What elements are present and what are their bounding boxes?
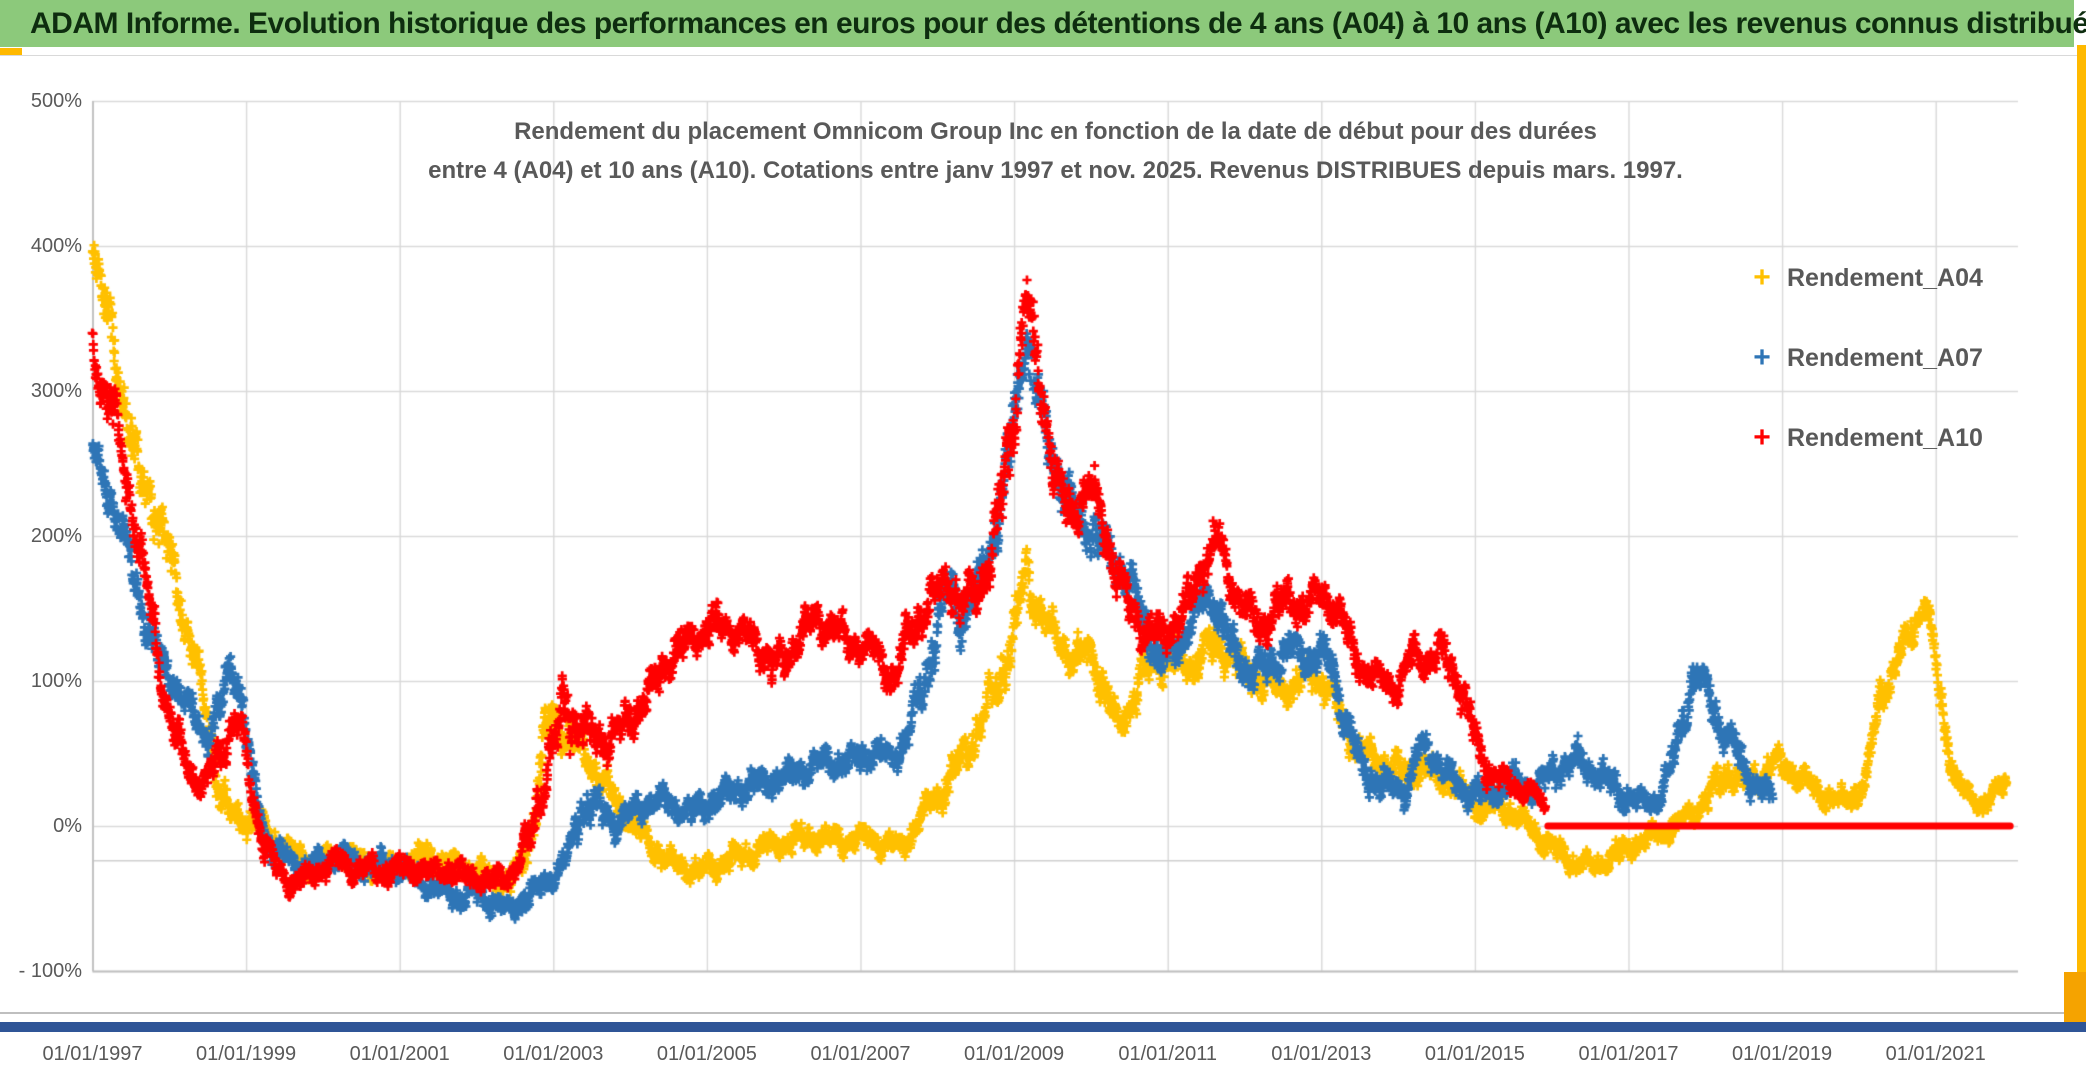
legend-plus-marker-icon: + xyxy=(1753,261,1771,294)
x-tick-label: 01/01/1999 xyxy=(196,1043,297,1065)
x-tick-label: 01/01/2005 xyxy=(656,1043,757,1065)
x-tick-label: 01/01/2013 xyxy=(1271,1043,1372,1065)
scatter-plot-canvas[interactable] xyxy=(0,56,2077,1015)
x-tick-label: 01/01/2015 xyxy=(1424,1043,1525,1065)
legend-item-rendement_a04[interactable]: + Rendement_A04 xyxy=(1745,238,2075,318)
chart-title-line1: Rendement du placement Omnicom Group Inc… xyxy=(514,118,1597,145)
accent-strip-right xyxy=(2077,45,2086,1032)
legend-item-rendement_a07[interactable]: + Rendement_A07 xyxy=(1745,318,2075,398)
y-tick-label: 400% xyxy=(30,235,82,257)
y-tick-label: 300% xyxy=(30,380,82,402)
legend-item-rendement_a10[interactable]: + Rendement_A10 xyxy=(1745,398,2075,478)
legend-plus-marker-icon: + xyxy=(1753,421,1771,454)
chart-legend: + Rendement_A04 + Rendement_A07 + Rendement_A… xyxy=(1745,238,2075,478)
bottom-blue-bar xyxy=(0,1022,2086,1032)
accent-square-topleft xyxy=(0,48,22,56)
x-tick-label: 01/01/2007 xyxy=(810,1043,911,1065)
legend-label: Rendement_A10 xyxy=(1787,423,1983,452)
y-tick-label: 500% xyxy=(30,90,82,112)
x-tick-label: 01/01/1997 xyxy=(42,1043,143,1065)
header-banner: ADAM Informe. Evolution historique des p… xyxy=(0,0,2086,47)
x-tick-label: 01/01/2021 xyxy=(1885,1043,1986,1065)
y-tick-label: 0% xyxy=(53,815,82,837)
x-tick-label: 01/01/2019 xyxy=(1732,1043,1833,1065)
legend-label: Rendement_A04 xyxy=(1787,263,1983,292)
x-tick-label: 01/01/2017 xyxy=(1578,1043,1679,1065)
y-tick-label: 100% xyxy=(30,670,82,692)
chart-area: Rendement du placement Omnicom Group Inc… xyxy=(0,55,2077,1065)
header-title: ADAM Informe. Evolution historique des p… xyxy=(30,6,2086,40)
x-tick-label: 01/01/2001 xyxy=(349,1043,450,1065)
legend-plus-marker-icon: + xyxy=(1753,341,1771,374)
legend-label: Rendement_A07 xyxy=(1787,343,1983,372)
accent-square-bottomright xyxy=(2064,972,2086,1024)
y-tick-label: 200% xyxy=(30,525,82,547)
y-tick-label: - 100% xyxy=(18,960,82,982)
x-tick-label: 01/01/2009 xyxy=(964,1043,1065,1065)
x-tick-label: 01/01/2003 xyxy=(503,1043,604,1065)
chart-title-line2: entre 4 (A04) et 10 ans (A10). Cotations… xyxy=(428,157,1683,184)
x-tick-label: 01/01/2011 xyxy=(1118,1043,1217,1065)
